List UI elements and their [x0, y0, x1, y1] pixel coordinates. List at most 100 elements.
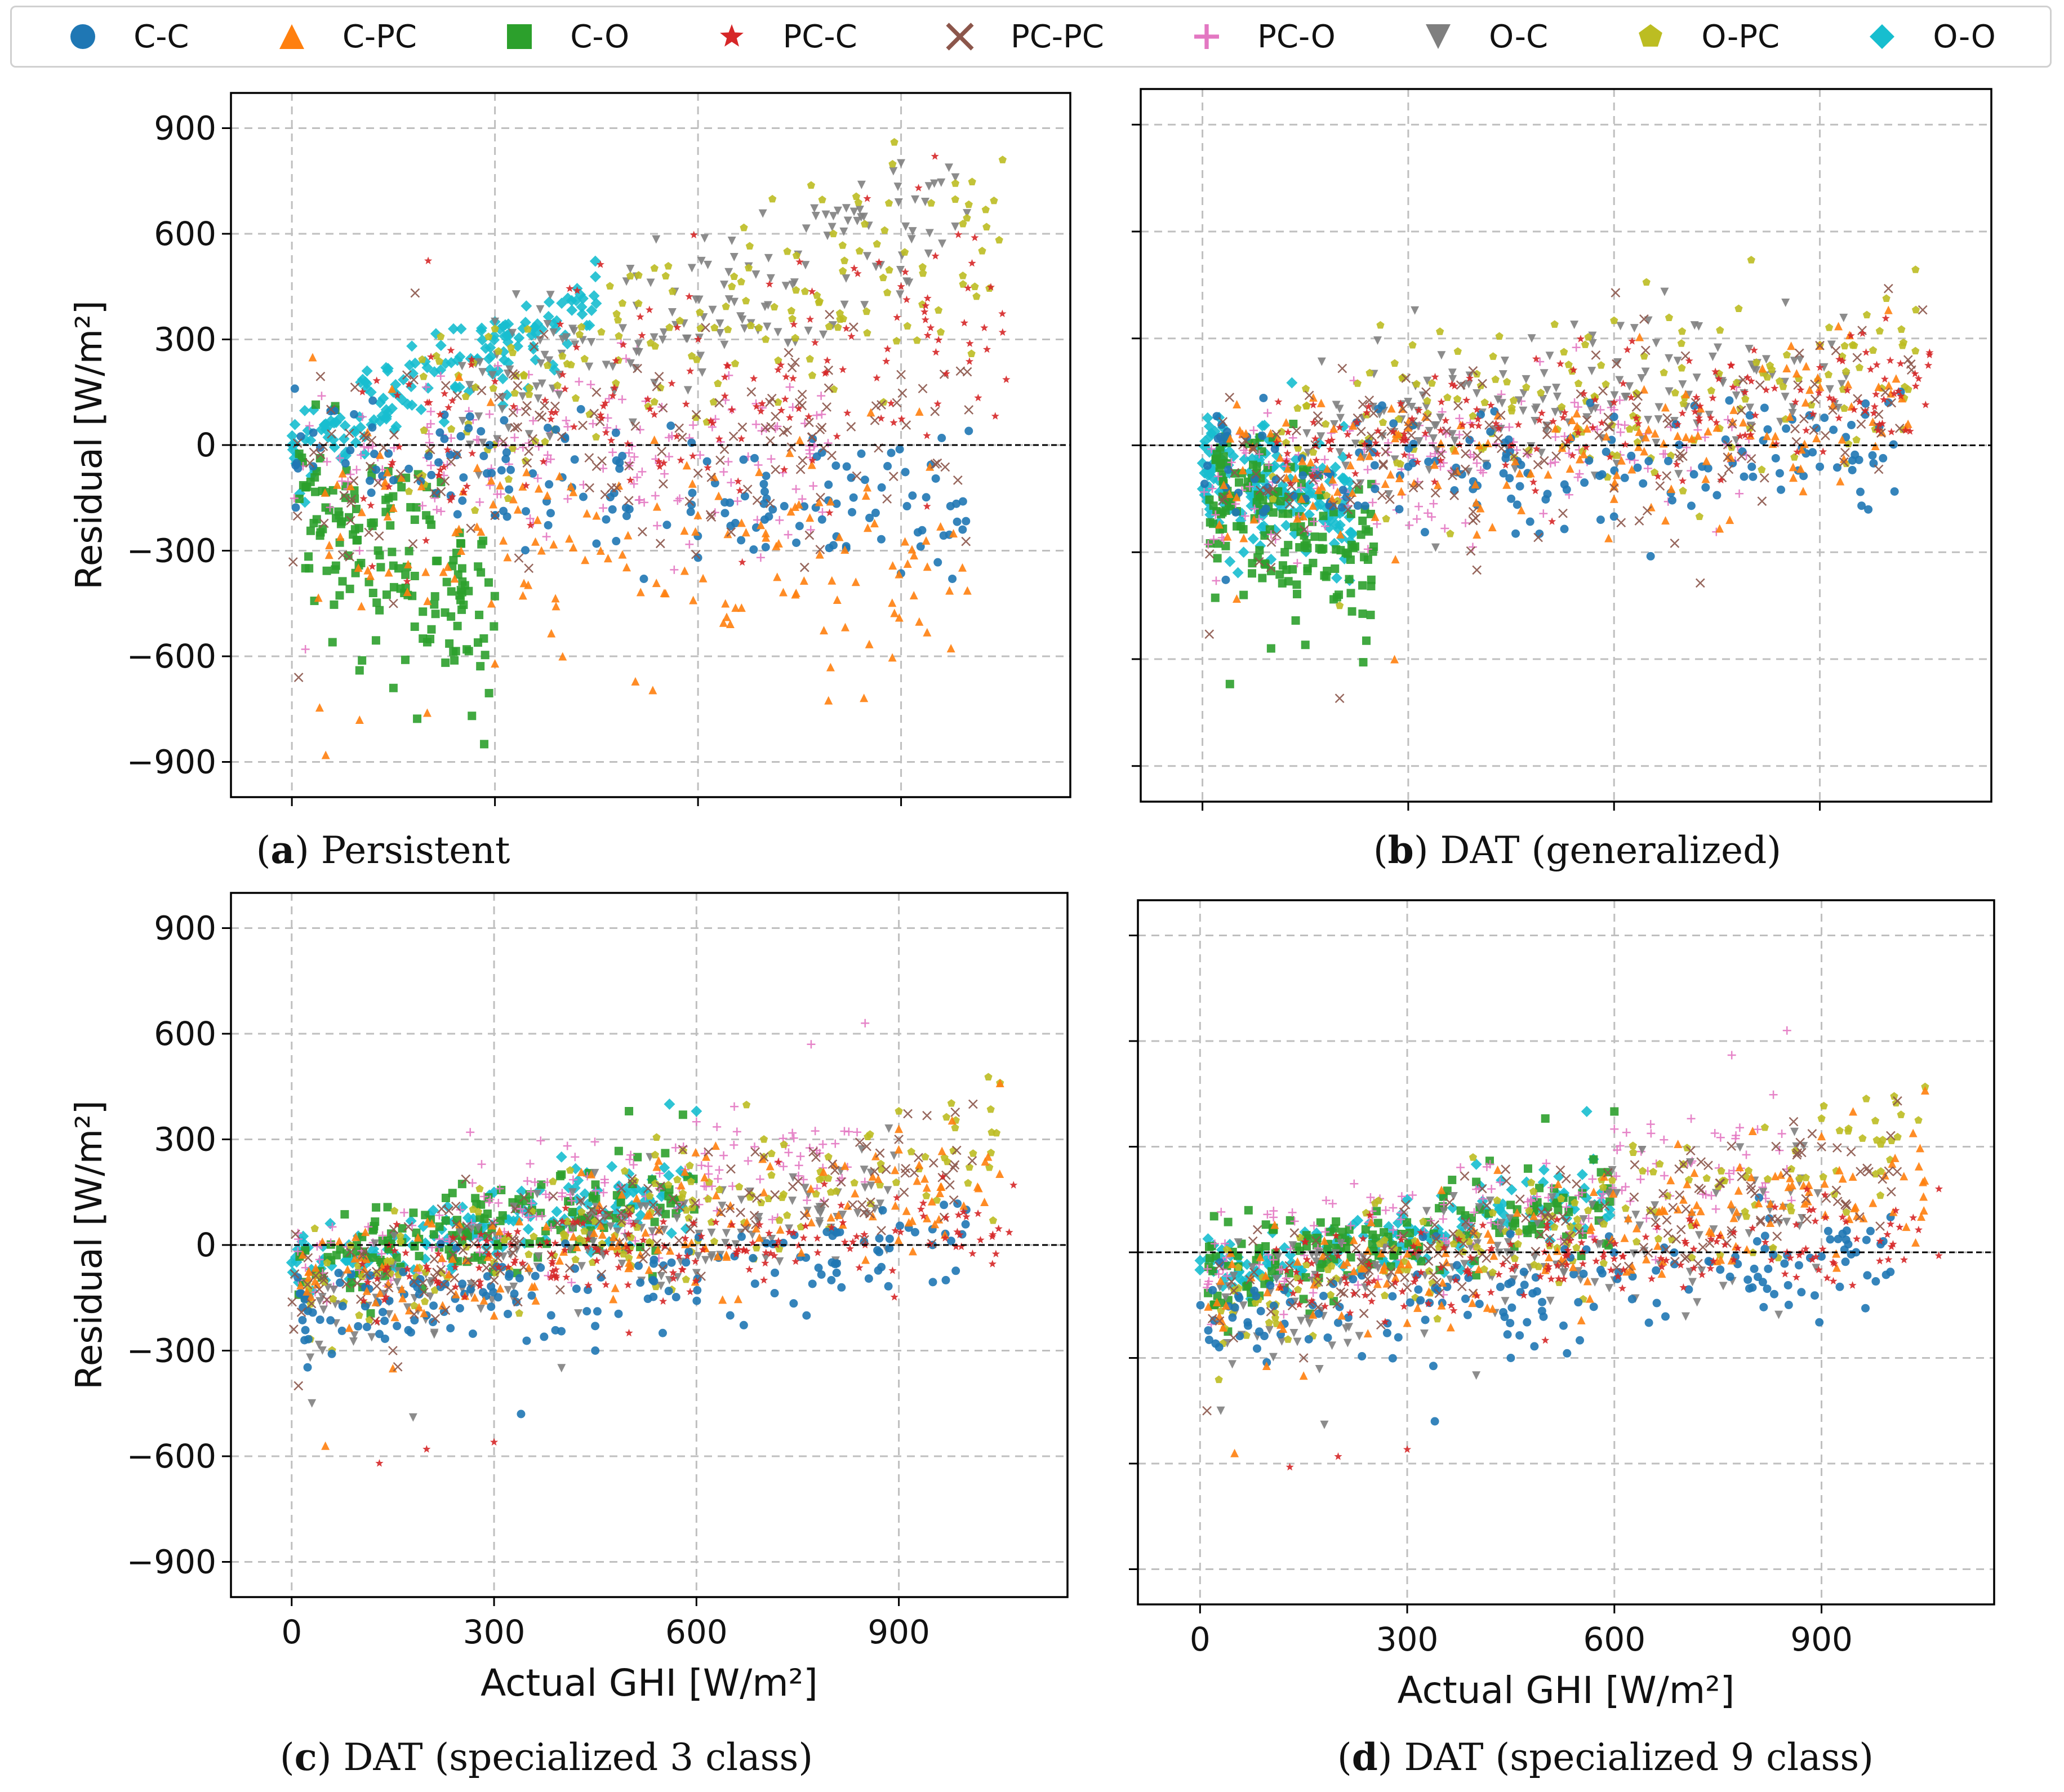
point-c-c	[750, 453, 759, 463]
point-pc-c	[546, 1273, 555, 1281]
point-c-c	[380, 1334, 389, 1343]
point-o-o	[415, 403, 427, 415]
point-pc-c	[539, 457, 548, 465]
point-o-c	[1498, 370, 1507, 379]
point-c-o	[678, 1110, 687, 1119]
point-pc-pc	[1533, 460, 1543, 470]
point-o-c	[568, 1188, 577, 1197]
point-pc-c	[957, 1242, 966, 1251]
point-pc-c	[1897, 392, 1905, 400]
point-pc-c	[926, 323, 935, 332]
point-c-o	[422, 638, 432, 647]
point-pc-o	[617, 395, 626, 404]
point-c-o	[358, 656, 367, 665]
point-c-c	[505, 485, 514, 494]
point-o-c	[1616, 322, 1625, 331]
point-pc-c	[595, 1207, 603, 1215]
point-pc-c	[1835, 355, 1844, 363]
point-c-pc	[569, 1232, 578, 1241]
point-pc-c	[1324, 437, 1333, 445]
point-pc-pc	[1266, 563, 1276, 572]
point-c-c	[413, 1283, 422, 1292]
point-c-pc	[439, 567, 448, 576]
point-pc-pc	[1746, 453, 1756, 464]
point-pc-pc	[1343, 505, 1353, 515]
point-o-pc	[704, 1194, 713, 1203]
point-c-o	[338, 577, 347, 586]
point-o-pc	[1855, 363, 1864, 371]
point-c-o	[401, 570, 410, 579]
point-c-c	[964, 426, 973, 435]
point-pc-c	[785, 413, 794, 421]
point-pc-o	[811, 1127, 820, 1136]
point-pc-c	[625, 1247, 634, 1255]
point-pc-o	[861, 1019, 870, 1028]
point-o-pc	[1590, 392, 1599, 400]
point-c-c	[1217, 420, 1226, 429]
point-pc-pc	[595, 1216, 604, 1226]
point-c-c	[878, 1206, 887, 1215]
point-o-pc	[419, 372, 428, 380]
point-c-pc	[807, 460, 816, 469]
point-pc-pc	[674, 1235, 684, 1246]
point-pc-c	[610, 384, 619, 392]
point-pc-pc	[349, 476, 359, 486]
point-c-c	[1701, 483, 1710, 492]
point-pc-pc	[508, 1248, 518, 1258]
point-c-c	[759, 499, 768, 508]
point-o-c	[511, 290, 521, 299]
point-pc-pc	[539, 330, 549, 339]
point-pc-c	[749, 1239, 757, 1247]
point-c-c	[522, 507, 531, 516]
point-c-o	[316, 528, 325, 537]
point-o-pc	[1353, 379, 1362, 387]
point-pc-o	[486, 1195, 495, 1204]
point-pc-c	[1283, 449, 1292, 457]
point-pc-pc	[513, 422, 523, 432]
point-c-c	[877, 483, 886, 492]
point-c-o	[1335, 590, 1344, 599]
point-c-pc	[1634, 442, 1643, 451]
point-c-pc	[766, 1162, 775, 1171]
point-o-pc	[807, 181, 816, 189]
point-o-c	[740, 324, 749, 333]
point-o-c	[532, 382, 541, 391]
point-c-c	[768, 505, 777, 514]
point-c-c	[410, 1316, 419, 1325]
point-pc-pc	[446, 457, 456, 467]
point-c-pc	[624, 531, 633, 540]
point-o-c	[536, 336, 545, 345]
point-pc-pc	[852, 471, 862, 481]
point-pc-pc	[1473, 451, 1483, 461]
point-pc-c	[1569, 366, 1578, 373]
point-pc-c	[655, 457, 663, 465]
point-o-o	[562, 338, 573, 350]
point-pc-o	[625, 1155, 634, 1164]
point-o-c	[1537, 448, 1546, 457]
point-pc-o	[812, 411, 821, 420]
point-o-pc	[1660, 368, 1668, 376]
point-c-pc	[910, 551, 919, 560]
point-c-pc	[590, 1228, 599, 1237]
point-pc-pc	[513, 381, 523, 391]
point-o-pc	[504, 494, 512, 502]
point-pc-c	[823, 356, 831, 364]
point-c-pc	[455, 372, 464, 381]
point-pc-pc	[749, 1211, 759, 1221]
point-c-o	[1368, 1240, 1377, 1249]
point-c-c	[817, 448, 826, 457]
point-pc-pc	[716, 1208, 726, 1218]
point-pc-o	[704, 1170, 713, 1179]
point-o-pc	[1733, 378, 1741, 386]
point-pc-c	[847, 332, 856, 340]
point-c-c	[1609, 512, 1618, 521]
point-pc-c	[483, 1237, 491, 1245]
point-c-o	[483, 1210, 492, 1219]
point-c-pc	[949, 529, 958, 538]
point-pc-o	[629, 479, 638, 488]
point-pc-pc	[488, 1218, 498, 1228]
point-pc-c	[882, 357, 891, 365]
point-o-pc	[525, 383, 533, 392]
point-c-pc	[587, 1170, 596, 1179]
point-c-pc	[840, 545, 849, 554]
